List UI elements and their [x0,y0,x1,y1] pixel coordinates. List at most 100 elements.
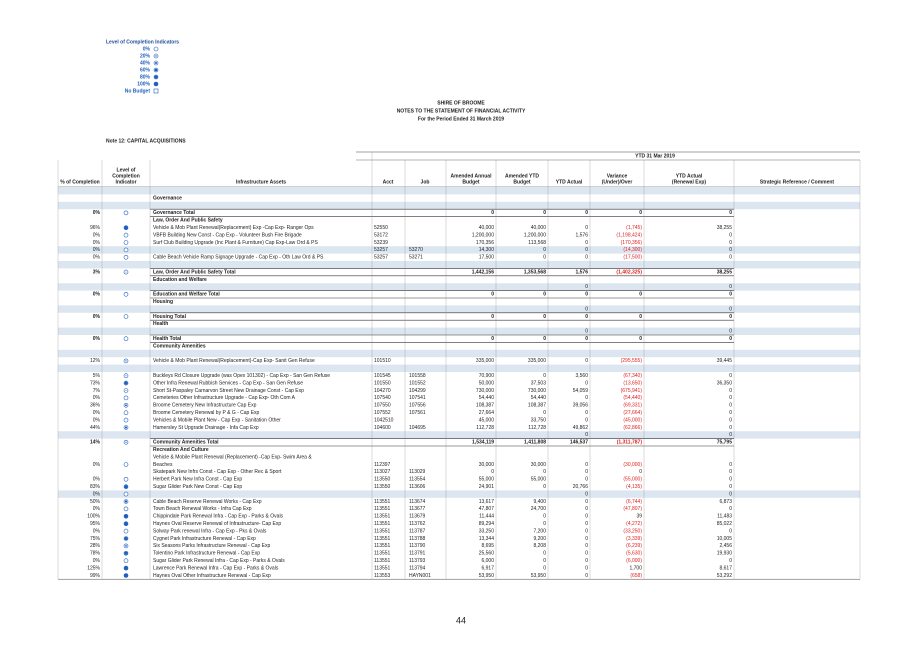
section-heading: Recreation And Culture [153,447,209,453]
cell: 0 [543,210,546,216]
legend-label: 100% [137,81,150,87]
cell: 0 [585,521,588,527]
indicator-icon [123,558,129,564]
cell: 0 [543,410,546,416]
cell: 0 [585,417,588,423]
indicator-icon [123,417,129,423]
cell: 38,255 [717,225,733,231]
cell: 0 [585,292,588,298]
cell: 1042510 [374,417,394,423]
cell: 0 [585,491,588,497]
cell: 113762 [409,521,426,527]
cell: 53172 [374,232,388,238]
column-header: YTD Actual [556,179,583,185]
row-shade [58,431,860,439]
completion-pct: 0% [93,210,101,216]
cell: 19,930 [717,551,733,557]
org-name: SHIRE OF BROOME [437,100,485,106]
cell: 0 [585,477,588,483]
asset-name: Broome Cemetery Renewal by P & G - Cap E… [153,410,260,416]
cell: 53257 [374,255,388,261]
indicator-fill [155,55,157,57]
cell: 0 [543,565,546,571]
cell: 113551 [374,506,391,512]
indicator-fill [154,61,158,65]
cell: (14,300) [623,247,642,253]
cell: 107550 [374,403,391,409]
completion-pct: 36% [90,403,101,409]
indicator-fill [124,484,128,489]
row-shade [58,490,860,498]
indicator-fill [124,381,128,385]
cell: 107561 [409,410,426,416]
cell: 25,560 [479,551,495,557]
cell: 0 [729,232,732,238]
indicator-fill [124,551,128,555]
cell: (1,745) [626,225,642,231]
legend-label: No Budget [125,88,151,94]
cell: (1,198,424) [616,232,642,238]
cell: 53239 [374,240,388,246]
completion-pct: 0% [93,247,101,253]
completion-pct: 0% [93,292,101,298]
indicator-icon [123,254,129,260]
cell: 0 [543,521,546,527]
asset-name: Cemeteries Other Infrastructure Upgrade … [153,395,296,401]
cell: 113677 [409,506,426,512]
cell: (17,500) [623,255,642,261]
cell: 113551 [374,499,391,505]
legend-label: 40% [140,60,151,66]
cell: 47,807 [479,506,495,512]
legend-title: Level of Completion Indicators [106,39,179,45]
column-header: YTD Actual [676,173,703,179]
indicator-fill [154,82,158,86]
cell: 8,617 [719,565,732,571]
cell: 11,444 [479,514,494,520]
cell: 54,440 [479,395,495,401]
asset-name: Education and Welfare Total [153,292,220,298]
completion-pct: 0% [93,255,101,261]
cell: 0 [543,558,546,564]
cell: 0 [585,240,588,246]
indicator-fill [125,404,127,407]
cell: 0 [585,432,588,438]
legend-label: 20% [140,53,151,59]
completion-pct: 7% [93,388,101,394]
cell: (675,941) [621,388,643,394]
cell: 104270 [374,388,391,394]
indicator-icon [123,247,129,253]
section-heading: Governance [153,195,182,201]
asset-name: Cygnet Park Infrastructure Renewal - Cap… [153,536,256,542]
cell: 113790 [409,543,426,549]
cell: 0 [729,558,732,564]
section-heading: Community Amenities [153,343,206,349]
indicator-fill [125,389,127,392]
indicator-icon [123,506,129,512]
completion-pct: 0% [93,395,101,401]
indicator-fill [124,225,128,230]
column-header: (Renewal Exp) [672,179,707,185]
cell: 113551 [374,521,391,527]
cell: 24,700 [531,506,547,512]
cell: 7,200 [533,528,546,534]
cell: 0 [729,255,732,261]
cell: 53257 [374,247,388,253]
cell: 1,200,000 [472,232,494,238]
cell: (13,650) [623,380,642,386]
cell: 0 [585,528,588,534]
completion-pct: 100% [87,514,100,520]
column-header: Budget [462,179,480,185]
indicator-icon [123,476,129,482]
column-header: Amended YTD [505,173,539,179]
indicator-fill [154,68,158,72]
cell: 89,294 [479,521,495,527]
completion-pct: 12% [90,358,101,364]
cell: 6,917 [481,565,494,571]
cell: 17,500 [479,255,495,261]
cell: 0 [639,336,642,342]
cell: 113553 [374,573,391,579]
cell: 107541 [409,395,426,401]
indicator-fill [124,521,128,526]
